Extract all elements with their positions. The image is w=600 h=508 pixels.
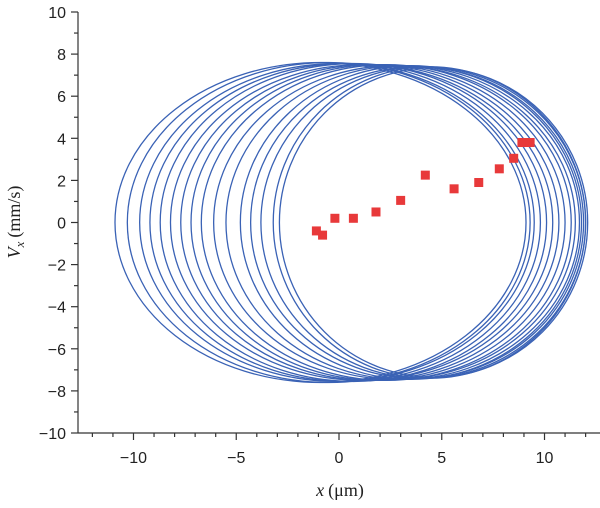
data-point-1 (318, 230, 328, 240)
y-tick-label: −4 (48, 300, 66, 317)
data-point-4 (371, 207, 381, 217)
x-tick-label: −10 (120, 450, 147, 467)
data-point-6 (420, 170, 430, 180)
orbit-loop-7 (190, 63, 566, 382)
y-tick-label: −2 (48, 258, 66, 275)
y-tick-label: −8 (48, 384, 66, 401)
y-tick-label: 2 (57, 173, 66, 190)
y-tick-label: −10 (39, 426, 66, 443)
data-point-2 (330, 213, 340, 223)
orbit-series (114, 61, 589, 384)
y-tick-label: 4 (57, 131, 66, 148)
y-tick-label: 0 (57, 216, 66, 233)
orbit-loop-15 (278, 67, 589, 378)
y-axis-title: Vx(mm/s) (4, 186, 27, 259)
x-axis-title: x (μm) (315, 480, 364, 501)
y-tick-label: 6 (57, 89, 66, 106)
data-point-3 (348, 213, 358, 223)
orbit-loop-6 (180, 63, 560, 382)
y-tick-label: 8 (57, 47, 66, 64)
data-point-0 (311, 226, 321, 236)
y-tick-label: 10 (48, 5, 66, 22)
data-point-8 (474, 178, 484, 188)
data-point-7 (449, 184, 459, 194)
x-tick-label: 10 (536, 450, 554, 467)
orbit-loop-1 (126, 61, 531, 384)
orbit-loop-9 (212, 65, 576, 380)
data-point-12 (525, 138, 535, 148)
data-point-11 (517, 138, 527, 148)
data-point-9 (494, 164, 504, 174)
orbit-loop-3 (149, 62, 542, 383)
y-ticks: −10 −8 −6 −4 −2 0 2 4 6 8 10 (39, 5, 78, 443)
x-tick-label: 5 (437, 450, 446, 467)
data-point-10 (509, 153, 519, 163)
orbit-loop-8 (200, 63, 572, 382)
orbit-loop-14 (272, 66, 587, 379)
x-tick-label: −5 (227, 450, 245, 467)
marker-series (311, 138, 535, 240)
x-tick-label: 0 (335, 450, 344, 467)
data-point-5 (396, 195, 406, 205)
orbit-loop-11 (239, 65, 583, 380)
orbit-loop-4 (159, 62, 548, 383)
x-ticks: −10 −5 0 5 10 (91, 433, 587, 467)
orbit-loop-5 (169, 63, 554, 382)
y-tick-label: −6 (48, 342, 66, 359)
